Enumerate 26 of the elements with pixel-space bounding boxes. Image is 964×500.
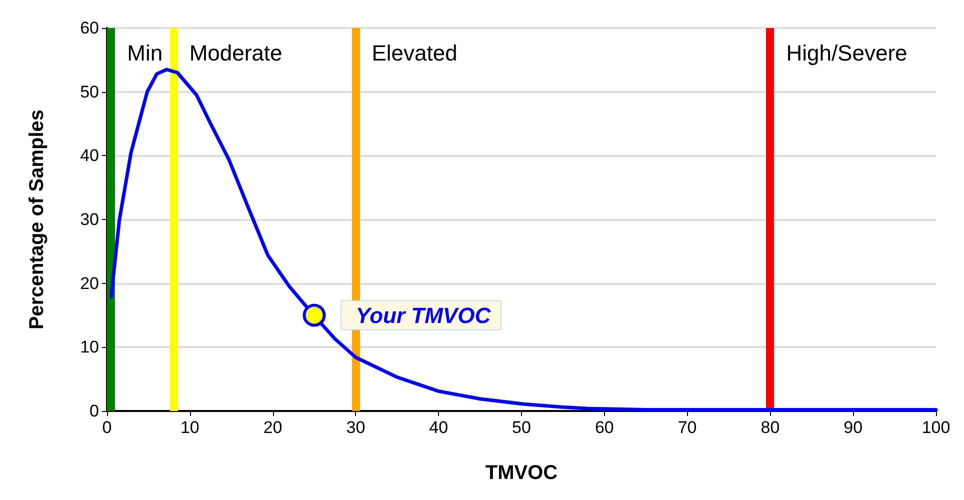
- y-axis-title: Percentage of Samples: [26, 109, 48, 330]
- ref-line-label: Min: [127, 40, 163, 66]
- y-tick-label: 50: [80, 82, 99, 102]
- ref-line-label: Elevated: [372, 40, 458, 66]
- x-tick-label: 0: [102, 418, 112, 437]
- x-tick-label: 90: [844, 418, 863, 437]
- line-series: [109, 68, 938, 412]
- y-tick-label: 40: [80, 146, 99, 166]
- x-tick-label: 10: [180, 418, 200, 437]
- y-tick-label: 20: [80, 274, 99, 293]
- x-tick-label: 100: [922, 418, 950, 437]
- x-tick-label: 50: [512, 418, 531, 437]
- y-tick-label: 0: [90, 402, 99, 420]
- y-tick-label: 60: [80, 18, 99, 38]
- ref-line-label: Moderate: [189, 40, 282, 66]
- x-tick-label: 70: [678, 418, 697, 437]
- annotation: Your TMVOC: [356, 302, 492, 328]
- y-tick-label: 30: [80, 210, 99, 229]
- x-tick-label: 40: [429, 418, 448, 437]
- x-tick-label: 30: [346, 418, 366, 437]
- y-tick-label: 10: [80, 338, 99, 357]
- x-tick-label: 80: [760, 418, 780, 437]
- x-tick-label: 60: [594, 418, 614, 437]
- ref-line-label: High/Severe: [786, 40, 908, 66]
- x-axis-title: TMVOC: [485, 462, 558, 484]
- x-tick-label: 20: [263, 418, 282, 437]
